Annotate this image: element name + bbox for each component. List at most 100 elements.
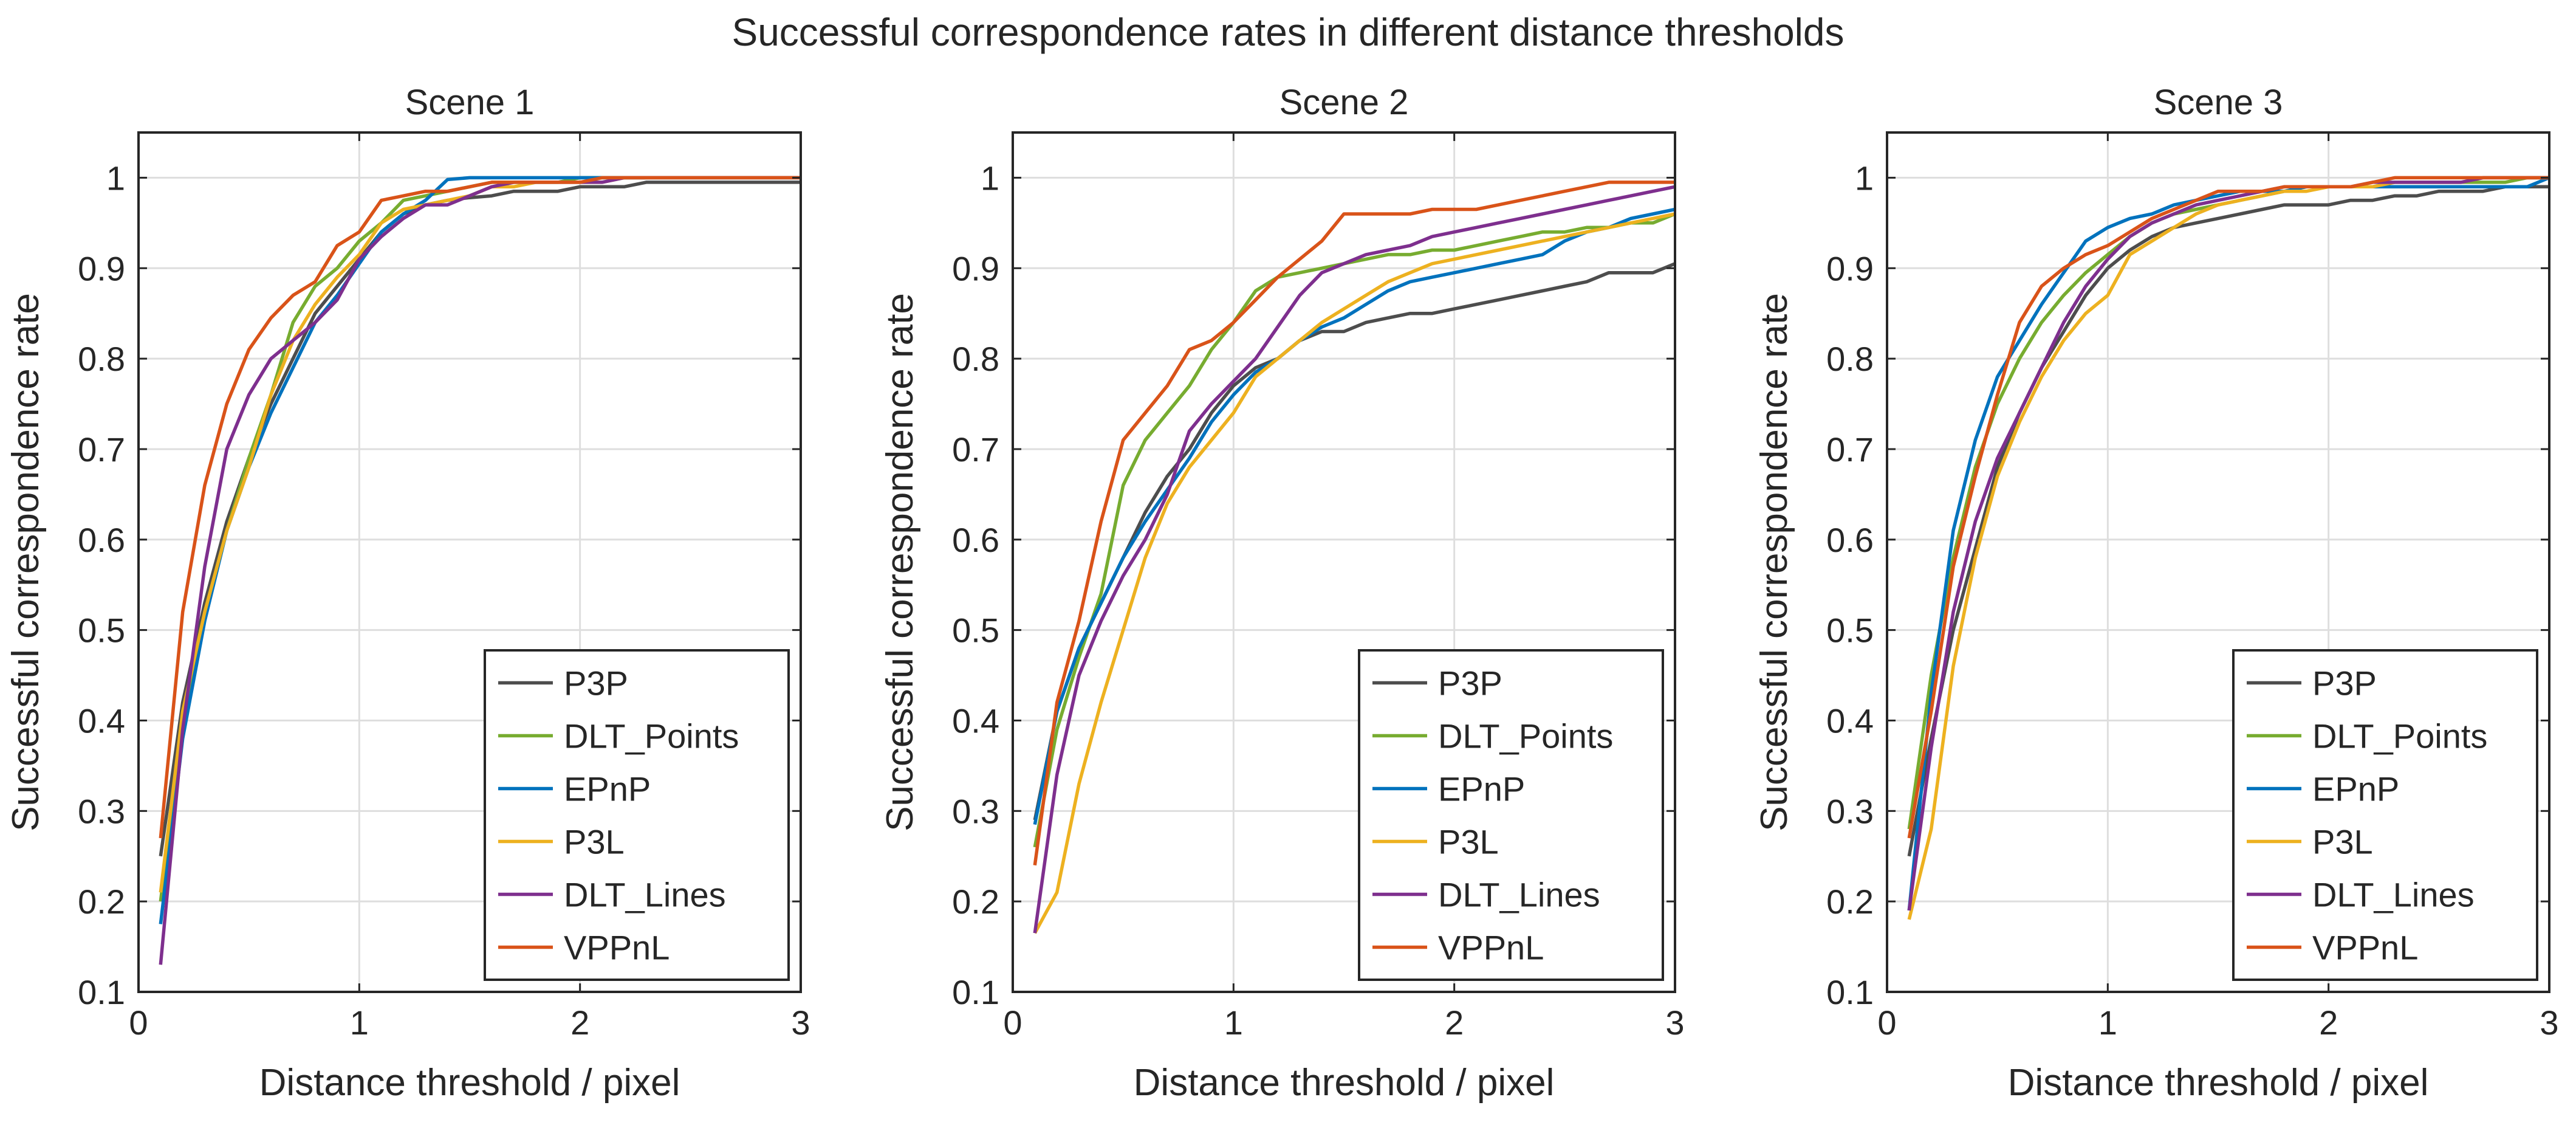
ticks: 0 1 2 3 0.1 0.2 0.3 0.4 0.5 0.6 0.7 0.8 0.9 1	[952, 132, 1685, 1042]
series-line-dlt-points	[1033, 212, 1676, 848]
y-tick-label: 0.9	[78, 249, 125, 287]
series-line-p3p	[1033, 262, 1676, 821]
y-tick-label: 0.6	[1826, 521, 1874, 559]
legend-label-dlt-points: DLT_Points	[564, 717, 739, 755]
y-tick-label: 0.6	[952, 521, 999, 559]
series-line-p3p	[159, 181, 801, 857]
y-tick-label: 0.9	[1826, 249, 1874, 287]
series-line-p3l	[1033, 212, 1676, 934]
x-tick-label: 3	[1665, 1003, 1684, 1042]
y-tick-label: 0.7	[78, 430, 125, 469]
series-line-vppnl	[159, 176, 801, 839]
x-tick-label: 1	[350, 1003, 369, 1042]
y-tick-label: 0.2	[78, 882, 125, 921]
series-lines	[159, 176, 801, 965]
series-line-epnp	[1033, 207, 1676, 825]
axes-box	[1012, 131, 1676, 993]
x-tick-label: 3	[791, 1003, 810, 1042]
y-tick-label: 1	[1855, 159, 1874, 197]
y-tick-label: 0.1	[1826, 973, 1874, 1011]
x-tick-label: 0	[129, 1003, 148, 1042]
legend-label-p3p: P3P	[564, 664, 628, 703]
legend-box	[1358, 649, 1664, 981]
x-tick-label: 0	[1003, 1003, 1022, 1042]
panels: 0 1 2 3 0.1 0.2 0.3 0.4 0.5 0.6 0.7 0.8 0.9 1 Scene 1 D…	[5, 83, 2559, 1104]
y-tick-label: 0.9	[952, 249, 999, 287]
legend-label-dlt-lines: DLT_Lines	[2312, 876, 2475, 914]
y-tick-label: 0.5	[78, 611, 125, 650]
y-tick-label: 0.2	[1826, 882, 1874, 921]
x-tick-label: 2	[570, 1003, 589, 1042]
y-tick-label: 0.4	[1826, 701, 1874, 740]
legend-label-vppnl: VPPnL	[564, 929, 670, 967]
x-tick-label: 2	[1445, 1003, 1464, 1042]
x-tick-label: 1	[2098, 1003, 2117, 1042]
series-lines	[1033, 181, 1676, 934]
y-tick-label: 0.3	[78, 792, 125, 830]
y-tick-label: 0.8	[952, 340, 999, 378]
figure-title: Successful correspondence rates in diffe…	[732, 10, 1845, 54]
legend-label-vppnl: VPPnL	[2312, 929, 2418, 967]
legend: P3P DLT_Points EPnP P3L DLT_Lines VPPnL	[2232, 649, 2538, 981]
chart-panel-1: 0 1 2 3 0.1 0.2 0.3 0.4 0.5 0.6 0.7 0.8 0.9 1 Scene 1 D…	[5, 83, 810, 1104]
y-tick-label: 0.5	[952, 611, 999, 650]
legend-label-p3p: P3P	[2312, 664, 2377, 703]
axes-box	[1886, 131, 2550, 993]
legend-label-epnp: EPnP	[2312, 770, 2399, 808]
y-axis-label: Successful correspondence rate	[879, 293, 921, 831]
chart-panel-3: 0 1 2 3 0.1 0.2 0.3 0.4 0.5 0.6 0.7 0.8 0.9 1 Scene 3 D…	[1753, 83, 2559, 1104]
legend-label-p3l: P3L	[1438, 823, 1499, 861]
legend-label-epnp: EPnP	[1438, 770, 1525, 808]
legend-label-dlt-lines: DLT_Lines	[1438, 876, 1600, 914]
panel-title: Scene 2	[1279, 83, 1409, 122]
y-tick-label: 0.2	[952, 882, 999, 921]
x-axis-label: Distance threshold / pixel	[2008, 1062, 2429, 1104]
y-tick-label: 1	[981, 159, 999, 197]
y-tick-label: 0.8	[1826, 340, 1874, 378]
series-line-dlt-lines	[1907, 176, 2549, 911]
ticks: 0 1 2 3 0.1 0.2 0.3 0.4 0.5 0.6 0.7 0.8 0.9 1	[78, 132, 810, 1042]
series-line-dlt-lines	[1033, 185, 1676, 934]
y-tick-label: 0.6	[78, 521, 125, 559]
series-line-vppnl	[1907, 176, 2549, 839]
legend-label-vppnl: VPPnL	[1438, 929, 1544, 967]
y-axis-label: Successful correspondence rate	[5, 293, 47, 831]
panel-title: Scene 1	[405, 83, 535, 122]
legend-label-p3l: P3L	[564, 823, 625, 861]
legend-label-p3p: P3P	[1438, 664, 1502, 703]
y-tick-label: 0.8	[78, 340, 125, 378]
y-tick-label: 0.7	[1826, 430, 1874, 469]
y-tick-label: 1	[106, 159, 125, 197]
y-tick-label: 0.1	[78, 973, 125, 1011]
y-tick-label: 0.5	[1826, 611, 1874, 650]
y-tick-label: 0.1	[952, 973, 999, 1011]
y-axis-label: Successful correspondence rate	[1753, 293, 1795, 831]
axes-box	[137, 131, 802, 993]
legend-box	[2232, 649, 2538, 981]
legend-label-epnp: EPnP	[564, 770, 651, 808]
ticks: 0 1 2 3 0.1 0.2 0.3 0.4 0.5 0.6 0.7 0.8 0.9 1	[1826, 132, 2559, 1042]
y-tick-label: 0.4	[78, 701, 125, 740]
legend-label-p3l: P3L	[2312, 823, 2373, 861]
y-tick-label: 0.3	[1826, 792, 1874, 830]
series-lines	[1907, 176, 2550, 920]
series-line-vppnl	[1033, 181, 1675, 865]
panel-title: Scene 3	[2154, 83, 2283, 122]
x-tick-label: 0	[1877, 1003, 1896, 1042]
legend-label-dlt-points: DLT_Points	[2312, 717, 2487, 755]
x-tick-label: 3	[2540, 1003, 2558, 1042]
legend: P3P DLT_Points EPnP P3L DLT_Lines VPPnL	[1358, 649, 1664, 981]
legend-label-dlt-points: DLT_Points	[1438, 717, 1613, 755]
chart-panel-2: 0 1 2 3 0.1 0.2 0.3 0.4 0.5 0.6 0.7 0.8 0.9 1 Scene 2 D…	[879, 83, 1685, 1104]
x-tick-label: 1	[1224, 1003, 1243, 1042]
legend-label-dlt-lines: DLT_Lines	[564, 876, 726, 914]
x-tick-label: 2	[2319, 1003, 2338, 1042]
y-tick-label: 0.7	[952, 430, 999, 469]
y-tick-label: 0.3	[952, 792, 999, 830]
series-line-epnp	[1907, 176, 2550, 911]
x-axis-label: Distance threshold / pixel	[1134, 1062, 1555, 1104]
legend: P3P DLT_Points EPnP P3L DLT_Lines VPPnL	[484, 649, 790, 981]
legend-box	[484, 649, 790, 981]
y-tick-label: 0.4	[952, 701, 999, 740]
